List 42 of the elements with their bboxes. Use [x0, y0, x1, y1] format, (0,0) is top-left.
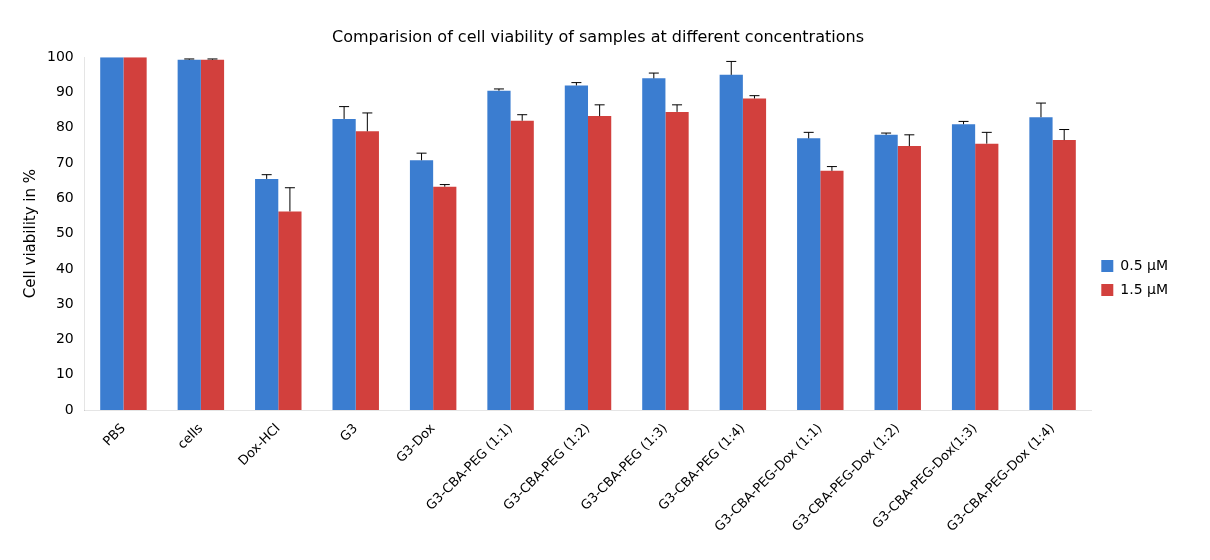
bar [332, 118, 356, 411]
bar [409, 160, 434, 411]
bar [820, 170, 844, 411]
bar [255, 178, 279, 411]
bar [797, 138, 821, 411]
y-tick-label: 90 [55, 83, 74, 100]
y-tick-label: 80 [55, 118, 74, 135]
bar [588, 116, 612, 411]
bar [1052, 140, 1076, 411]
y-tick-label: 40 [55, 259, 74, 276]
bar [874, 134, 898, 411]
bar [278, 211, 302, 411]
y-tick-label: 0 [64, 400, 74, 417]
bar [742, 98, 767, 411]
y-tick-label: 30 [55, 294, 74, 311]
bar [642, 78, 666, 411]
y-tick-label: 70 [55, 153, 74, 170]
bar [123, 57, 147, 411]
y-tick-label: 100 [46, 47, 74, 64]
bar [487, 90, 511, 411]
bar [975, 143, 999, 411]
bar [100, 57, 124, 411]
bar [177, 59, 201, 411]
bar [355, 131, 379, 411]
chart-title: Comparision of cell viability of samples at different concentrations [332, 26, 864, 46]
bar [200, 59, 225, 411]
legend-label: 0.5 µM [1120, 256, 1168, 273]
bar [665, 111, 689, 411]
bar [564, 85, 589, 411]
bar [433, 186, 457, 411]
bar [719, 74, 743, 411]
x-tick-label: G3 [336, 420, 361, 445]
y-tick-label: 10 [55, 365, 74, 382]
bar [1029, 117, 1053, 411]
y-tick-label: 20 [55, 330, 74, 347]
y-tick-label: 60 [55, 188, 74, 205]
legend-label: 1.5 µM [1120, 280, 1168, 297]
bar [897, 146, 921, 411]
bar [510, 120, 534, 411]
bar [951, 124, 976, 411]
y-axis-title: Cell viability in % [20, 168, 39, 299]
y-tick-label: 50 [55, 224, 74, 241]
